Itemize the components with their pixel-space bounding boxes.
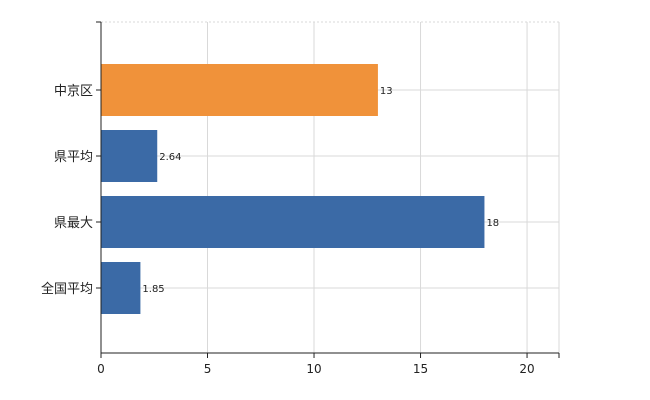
data-label-1: 2.64 xyxy=(159,152,181,163)
x-tick-label-3: 15 xyxy=(413,362,428,376)
category-label-3: 全国平均 xyxy=(41,281,93,297)
x-tick-label-2: 10 xyxy=(306,362,321,376)
data-label-0: 13 xyxy=(380,86,393,97)
bar-1 xyxy=(101,130,158,182)
bar-3 xyxy=(101,262,141,314)
data-label-3: 1.85 xyxy=(142,284,164,295)
x-tick-label-1: 5 xyxy=(204,362,212,376)
labels: 13 中京区 2.64 県平均 18 県最大 1.85 全国平均 0 5 10 15 20 xyxy=(41,84,535,376)
axes xyxy=(96,21,560,358)
bar-2 xyxy=(101,196,485,248)
data-label-2: 18 xyxy=(486,218,499,229)
bars xyxy=(101,64,485,314)
category-label-2: 県最大 xyxy=(54,216,93,231)
x-tick-label-4: 20 xyxy=(519,362,534,376)
category-label-0: 中京区 xyxy=(54,84,93,99)
bar-0 xyxy=(101,64,378,116)
x-tick-label-0: 0 xyxy=(97,362,105,376)
category-label-1: 県平均 xyxy=(54,150,93,165)
